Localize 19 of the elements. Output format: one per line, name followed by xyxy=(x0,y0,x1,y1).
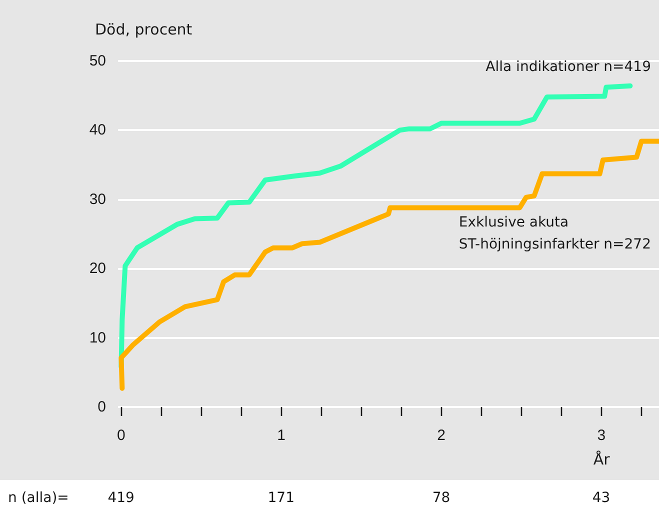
y-tick-label: 40 xyxy=(89,122,106,139)
x-tick-label: 0 xyxy=(117,427,126,444)
x-axis-title: År xyxy=(593,450,611,468)
x-tick-label: 1 xyxy=(277,427,286,444)
text: 171 xyxy=(268,490,294,506)
series-label: Alla indikationer n=419 xyxy=(486,58,651,75)
y-tick-label: 10 xyxy=(89,329,106,346)
text: 43 xyxy=(592,490,610,506)
text: 78 xyxy=(432,490,450,506)
y-axis-title: Död, procent xyxy=(95,20,192,38)
text: 419 xyxy=(108,490,134,506)
y-tick-label: 30 xyxy=(89,190,106,208)
x-tick-label: 3 xyxy=(597,427,606,444)
text: n (alla)= xyxy=(8,490,69,506)
series-label: Exklusive akuta ST-höjningsinfarkter n=272 xyxy=(458,214,652,252)
y-tick-label: 50 xyxy=(89,52,106,70)
y-tick-label: 0 xyxy=(98,398,106,416)
y-tick-label: 20 xyxy=(89,260,106,278)
x-tick-label: 2 xyxy=(437,427,446,444)
